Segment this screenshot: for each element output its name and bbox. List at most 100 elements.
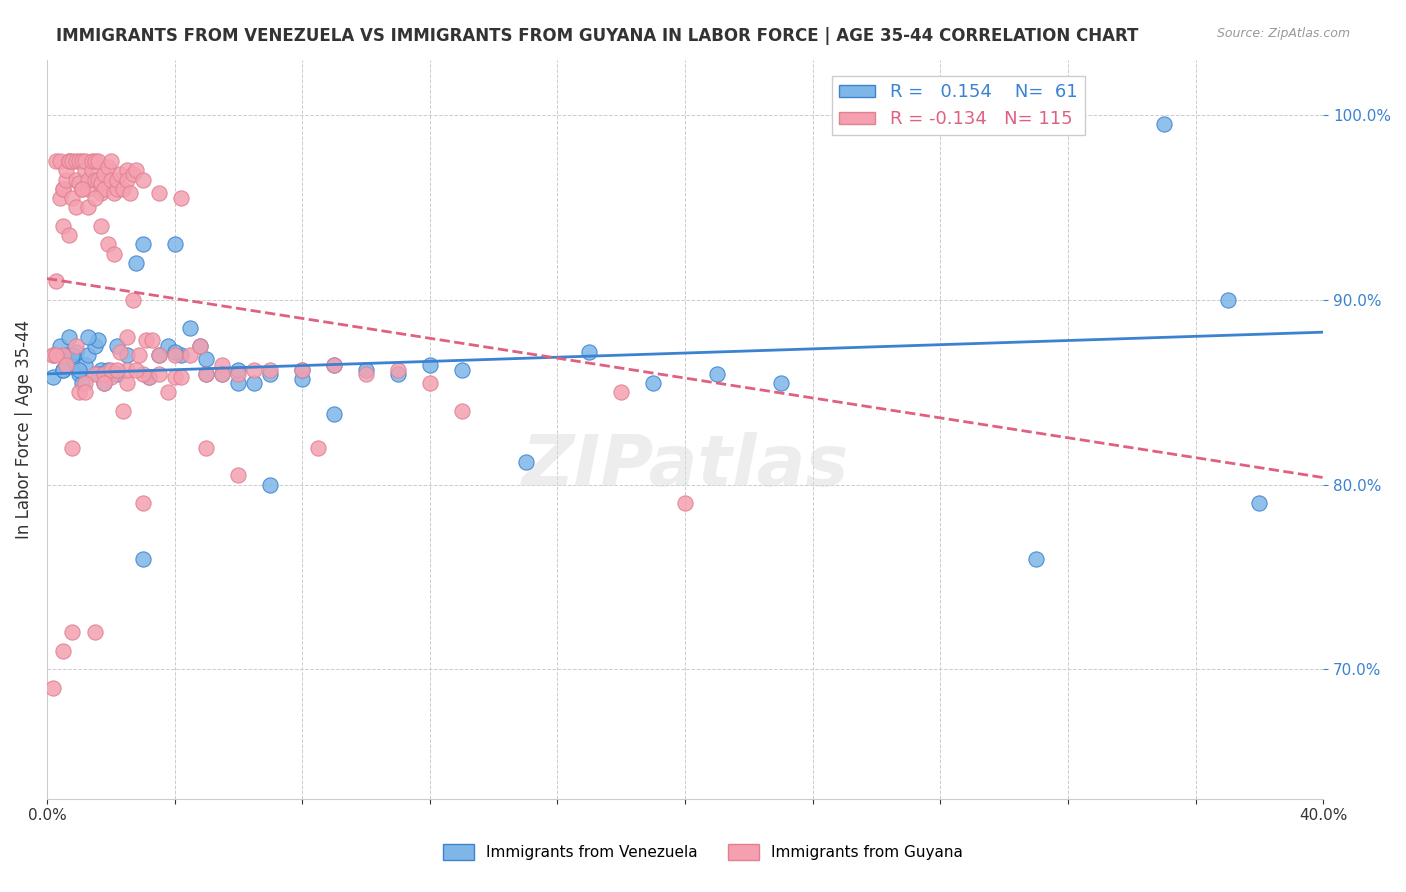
Point	[141, 334, 163, 348]
Point	[110, 344, 132, 359]
Point	[163, 344, 186, 359]
Point	[157, 339, 180, 353]
Point	[52, 182, 75, 196]
Point	[93, 376, 115, 390]
Point	[157, 385, 180, 400]
Point	[100, 370, 122, 384]
Point	[610, 385, 633, 400]
Point	[45, 274, 67, 288]
Point	[67, 367, 90, 381]
Point	[323, 358, 346, 372]
Point	[52, 644, 75, 658]
Point	[450, 403, 472, 417]
Point	[77, 182, 100, 196]
Point	[90, 219, 112, 233]
Point	[62, 348, 84, 362]
Point	[90, 186, 112, 200]
Point	[122, 167, 145, 181]
Point	[83, 367, 105, 381]
Point	[90, 363, 112, 377]
Point	[42, 348, 65, 362]
Point	[65, 344, 87, 359]
Point	[387, 367, 409, 381]
Point	[163, 348, 186, 362]
Point	[67, 177, 90, 191]
Point	[65, 172, 87, 186]
Y-axis label: In Labor Force | Age 35-44: In Labor Force | Age 35-44	[15, 319, 32, 539]
Point	[1025, 551, 1047, 566]
Point	[211, 367, 233, 381]
Point	[87, 367, 110, 381]
Point	[96, 160, 118, 174]
Point	[118, 186, 141, 200]
Point	[52, 219, 75, 233]
Point	[188, 339, 211, 353]
Point	[195, 351, 218, 366]
Point	[83, 339, 105, 353]
Point	[259, 363, 281, 377]
Point	[45, 348, 67, 362]
Point	[1216, 293, 1239, 307]
Point	[228, 376, 250, 390]
Point	[103, 186, 125, 200]
Point	[52, 182, 75, 196]
Point	[75, 358, 97, 372]
Point	[211, 367, 233, 381]
Point	[100, 154, 122, 169]
Point	[291, 363, 314, 377]
Point	[105, 363, 128, 377]
Point	[112, 403, 135, 417]
Point	[67, 154, 90, 169]
Point	[65, 154, 87, 169]
Point	[42, 681, 65, 695]
Point	[83, 172, 105, 186]
Point	[93, 182, 115, 196]
Point	[138, 370, 160, 384]
Point	[75, 376, 97, 390]
Point	[515, 455, 537, 469]
Point	[83, 191, 105, 205]
Point	[42, 348, 65, 362]
Point	[115, 363, 138, 377]
Point	[100, 363, 122, 377]
Point	[87, 154, 110, 169]
Point	[62, 154, 84, 169]
Point	[125, 363, 148, 377]
Point	[706, 367, 728, 381]
Point	[93, 376, 115, 390]
Point	[673, 496, 696, 510]
Point	[354, 367, 377, 381]
Point	[131, 237, 153, 252]
Point	[103, 246, 125, 260]
Point	[179, 320, 201, 334]
Point	[125, 163, 148, 178]
Point	[62, 625, 84, 640]
Point	[450, 363, 472, 377]
Point	[80, 154, 103, 169]
Point	[90, 177, 112, 191]
Point	[87, 172, 110, 186]
Point	[48, 339, 70, 353]
Point	[75, 385, 97, 400]
Point	[48, 191, 70, 205]
Point	[195, 367, 218, 381]
Point	[291, 363, 314, 377]
Point	[307, 441, 329, 455]
Point	[170, 370, 193, 384]
Text: ZIPatlas: ZIPatlas	[522, 432, 849, 500]
Point	[83, 154, 105, 169]
Point	[122, 293, 145, 307]
Point	[105, 182, 128, 196]
Point	[323, 358, 346, 372]
Point	[195, 441, 218, 455]
Point	[115, 172, 138, 186]
Legend: Immigrants from Venezuela, Immigrants from Guyana: Immigrants from Venezuela, Immigrants fr…	[437, 838, 969, 866]
Point	[70, 182, 93, 196]
Point	[105, 367, 128, 381]
Point	[93, 367, 115, 381]
Point	[135, 334, 157, 348]
Point	[259, 367, 281, 381]
Point	[128, 348, 150, 362]
Point	[77, 348, 100, 362]
Point	[131, 172, 153, 186]
